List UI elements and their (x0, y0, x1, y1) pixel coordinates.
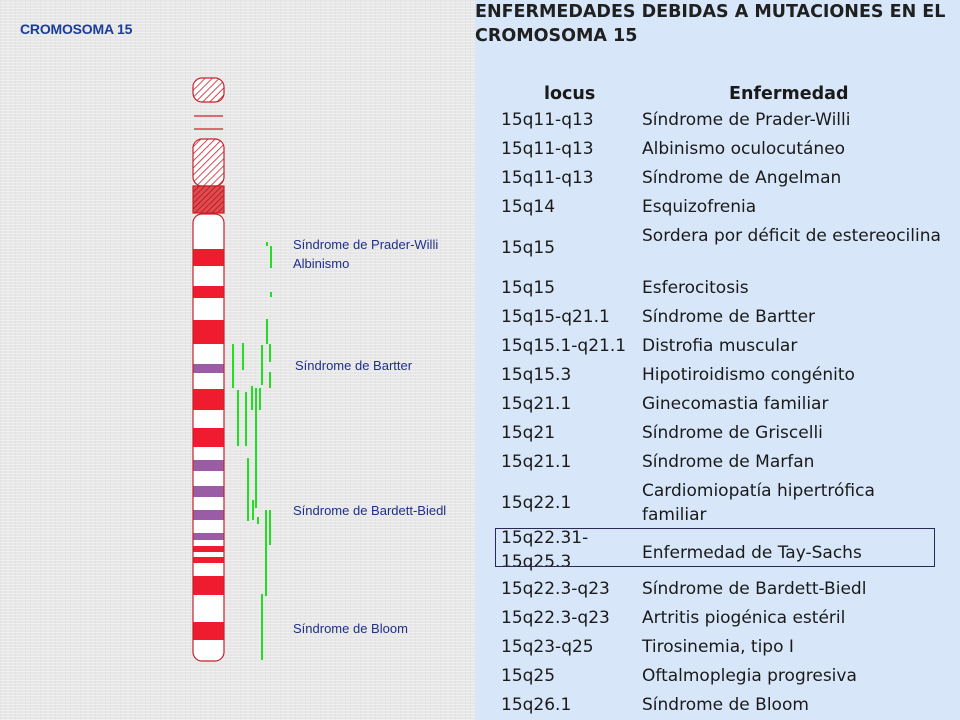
locus-cell: 15q21 (501, 423, 556, 443)
disease-cell: Síndrome de Bloom (642, 695, 809, 715)
table-body: 15q11-q13 Síndrome de Prader-Willi 15q11… (475, 108, 960, 720)
locus-cell: 15q15.1-q21.1 (501, 336, 627, 356)
disease-cell: Síndrome de Prader-Willi (642, 110, 851, 130)
band (193, 364, 224, 373)
chromosome-satellite (192, 77, 225, 103)
table-row: 15q15.1-q21.1 Distrofia muscular (475, 334, 960, 363)
disease-cell: Síndrome de Marfan (642, 452, 815, 472)
diseases-table-panel: ENFERMEDADES DEBIDAS A MUTACIONES EN EL … (475, 0, 960, 720)
locus-marks (232, 242, 272, 660)
table-row: 15q22.3-q23 Artritis piogénica estéril (475, 606, 960, 635)
disease-cell: Síndrome de Bartter (642, 307, 816, 327)
table-row: 15q22.1 Cardiomiopatía hipertrófica fami… (475, 479, 960, 531)
chromosome-p-arm (192, 138, 225, 187)
band (193, 486, 224, 497)
band (193, 557, 224, 563)
table-row: 15q21.1 Síndrome de Marfan (475, 450, 960, 479)
chromosome-ideogram (192, 77, 272, 662)
table-row: 15q22.3-q23 Síndrome de Bardett-Biedl (475, 577, 960, 606)
disease-cell: Sordera por déficit de estereocilina (642, 226, 941, 246)
label-bardett-biedl: Síndrome de Bardett-Biedl (293, 503, 447, 518)
table-row: 15q23-q25 Tirosinemia, tipo I (475, 635, 960, 664)
locus-cell: 15q11-q13 (501, 110, 594, 130)
table-row: 15q21.1 Ginecomastia familiar (475, 392, 960, 421)
disease-cell: Enfermedad de Tay-Sachs (642, 543, 862, 563)
table-row: 15q15-q21.1 Síndrome de Bartter (475, 305, 960, 334)
locus-cell: 15q15 (501, 238, 556, 258)
locus-cell: 15q15-q21.1 (501, 307, 610, 327)
diagram-title: CROMOSOMA 15 (20, 21, 133, 37)
disease-cell: Artritis piogénica estéril (642, 608, 846, 628)
disease-cell: Hipotiroidismo congénito (642, 365, 855, 385)
locus-cell: 15q22.3-q23 (501, 579, 610, 599)
locus-cell: 15q26.1 (501, 695, 572, 715)
band (193, 460, 224, 471)
band (193, 576, 224, 595)
locus-cell: 15q11-q13 (501, 139, 594, 159)
table-title: ENFERMEDADES DEBIDAS A MUTACIONES EN EL … (475, 0, 960, 48)
disease-cell: Esferocitosis (642, 278, 749, 298)
locus-cell: 15q22.1 (501, 493, 572, 513)
locus-cell: 15q14 (501, 197, 556, 217)
table-title-line-2: CROMOSOMA 15 (475, 26, 638, 46)
band (193, 428, 224, 447)
disease-cell: Oftalmoplegia progresiva (642, 666, 857, 686)
disease-cell: Ginecomastia familiar (642, 394, 829, 414)
table-row: 15q15 Esferocitosis (475, 276, 960, 305)
band (193, 249, 224, 266)
band (193, 622, 224, 640)
band (193, 546, 224, 552)
locus-cell: 15q22.31-15q25.3 (501, 528, 589, 572)
locus-cell: 15q11-q13 (501, 168, 594, 188)
table-row: 15q11-q13 Síndrome de Angelman (475, 166, 960, 195)
column-header-locus: locus (544, 84, 596, 104)
table-title-line-1: ENFERMEDADES DEBIDAS A MUTACIONES EN EL (475, 2, 946, 22)
label-prader-willi: Síndrome de Prader-Willi (293, 237, 439, 252)
table-row: 15q25 Oftalmoplegia progresiva (475, 664, 960, 693)
label-bartter: Síndrome de Bartter (295, 358, 413, 373)
band (193, 389, 224, 410)
locus-cell: 15q21.1 (501, 394, 572, 414)
table-row: 15q11-q13 Síndrome de Prader-Willi (475, 108, 960, 137)
disease-cell: Síndrome de Bardett-Biedl (642, 579, 867, 599)
band (193, 286, 224, 298)
disease-cell: Distrofia muscular (642, 336, 798, 356)
locus-cell: 15q25 (501, 666, 556, 686)
disease-cell: Síndrome de Angelman (642, 168, 842, 188)
table-row: 15q21 Síndrome de Griscelli (475, 421, 960, 450)
band (193, 320, 224, 344)
table-row-highlighted: 15q22.31-15q25.3 Enfermedad de Tay-Sachs (475, 528, 960, 583)
locus-cell: 15q23-q25 (501, 637, 594, 657)
disease-cell: Síndrome de Griscelli (642, 423, 823, 443)
disease-cell: Cardiomiopatía hipertrófica familiar (642, 481, 875, 525)
table-row: 15q15 Sordera por déficit de estereocili… (475, 224, 960, 276)
locus-cell: 15q21.1 (501, 452, 572, 472)
table-row: 15q26.1 Síndrome de Bloom (475, 693, 960, 720)
disease-cell: Albinismo oculocutáneo (642, 139, 846, 159)
chromosome-q-arm (193, 214, 224, 661)
table-row: 15q15.3 Hipotiroidismo congénito (475, 363, 960, 392)
locus-cell: 15q15.3 (501, 365, 572, 385)
table-row: 15q11-q13 Albinismo oculocutáneo (475, 137, 960, 166)
label-bloom: Síndrome de Bloom (293, 621, 408, 636)
band (193, 510, 224, 520)
chromosome-centromere (192, 185, 225, 214)
locus-cell: 15q15 (501, 278, 556, 298)
label-albinismo: Albinismo (293, 256, 350, 271)
table-row: 15q14 Esquizofrenia (475, 195, 960, 224)
disease-cell: Tirosinemia, tipo I (642, 637, 794, 657)
disease-cell: Esquizofrenia (642, 197, 757, 217)
column-header-disease: Enfermedad (729, 84, 849, 104)
chromosome-diagram-panel: CROMOSOMA 15 (0, 0, 475, 720)
locus-cell: 15q22.3-q23 (501, 608, 610, 628)
band (193, 533, 224, 540)
